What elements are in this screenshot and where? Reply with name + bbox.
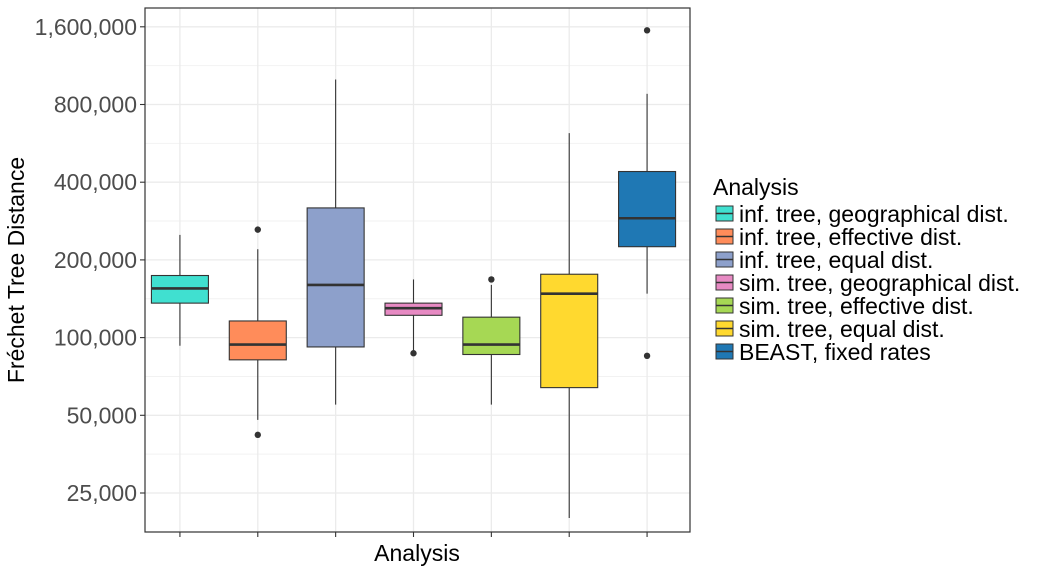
outlier-point <box>488 276 495 283</box>
box <box>306 207 365 348</box>
y-tick-label: 100,000 <box>54 325 137 351</box>
y-tick-label: 25,000 <box>67 480 137 506</box>
legend-label: inf. tree, effective dist. <box>739 224 962 250</box>
box-group <box>384 279 443 357</box>
box-group <box>306 79 365 405</box>
outlier-point <box>643 352 651 360</box>
legend-label: inf. tree, geographical dist. <box>739 201 1009 227</box>
plot-panel <box>145 8 690 532</box>
outlier-point <box>254 431 261 439</box>
plot-border <box>144 7 691 533</box>
y-tick-label: 400,000 <box>54 169 137 195</box>
y-tick-label: 200,000 <box>54 247 137 273</box>
box <box>462 316 521 356</box>
box <box>540 273 599 389</box>
y-axis: 25,000 50,000 100,000 200,000 400,000 800,000… <box>35 14 145 506</box>
box-group <box>540 133 599 519</box>
box-group <box>462 276 521 405</box>
x-axis <box>179 532 648 537</box>
outlier-point <box>410 350 417 357</box>
box-group <box>150 234 209 346</box>
y-axis-title: Fréchet Tree Distance <box>3 157 29 383</box>
legend-label: sim. tree, effective dist. <box>739 293 974 319</box>
y-tick-label: 800,000 <box>54 92 137 118</box>
legend-label: sim. tree, geographical dist. <box>739 270 1020 296</box>
x-axis-title: Analysis <box>374 540 460 566</box>
y-tick-label: 50,000 <box>67 402 137 428</box>
legend-title: Analysis <box>713 174 799 200</box>
box-group <box>228 226 287 439</box>
box <box>228 320 287 361</box>
legend: Analysis inf. tree, geographical dist.in… <box>713 174 1020 365</box>
legend-label: sim. tree, equal dist. <box>739 316 945 342</box>
box-group <box>618 27 677 360</box>
legend-label: inf. tree, equal dist. <box>739 247 933 273</box>
outlier-point <box>643 27 651 34</box>
y-tick-label: 1,600,000 <box>35 14 137 40</box>
outlier-point <box>254 226 261 233</box>
legend-label: BEAST, fixed rates <box>739 339 931 365</box>
boxes <box>150 27 677 519</box>
box <box>618 170 677 248</box>
